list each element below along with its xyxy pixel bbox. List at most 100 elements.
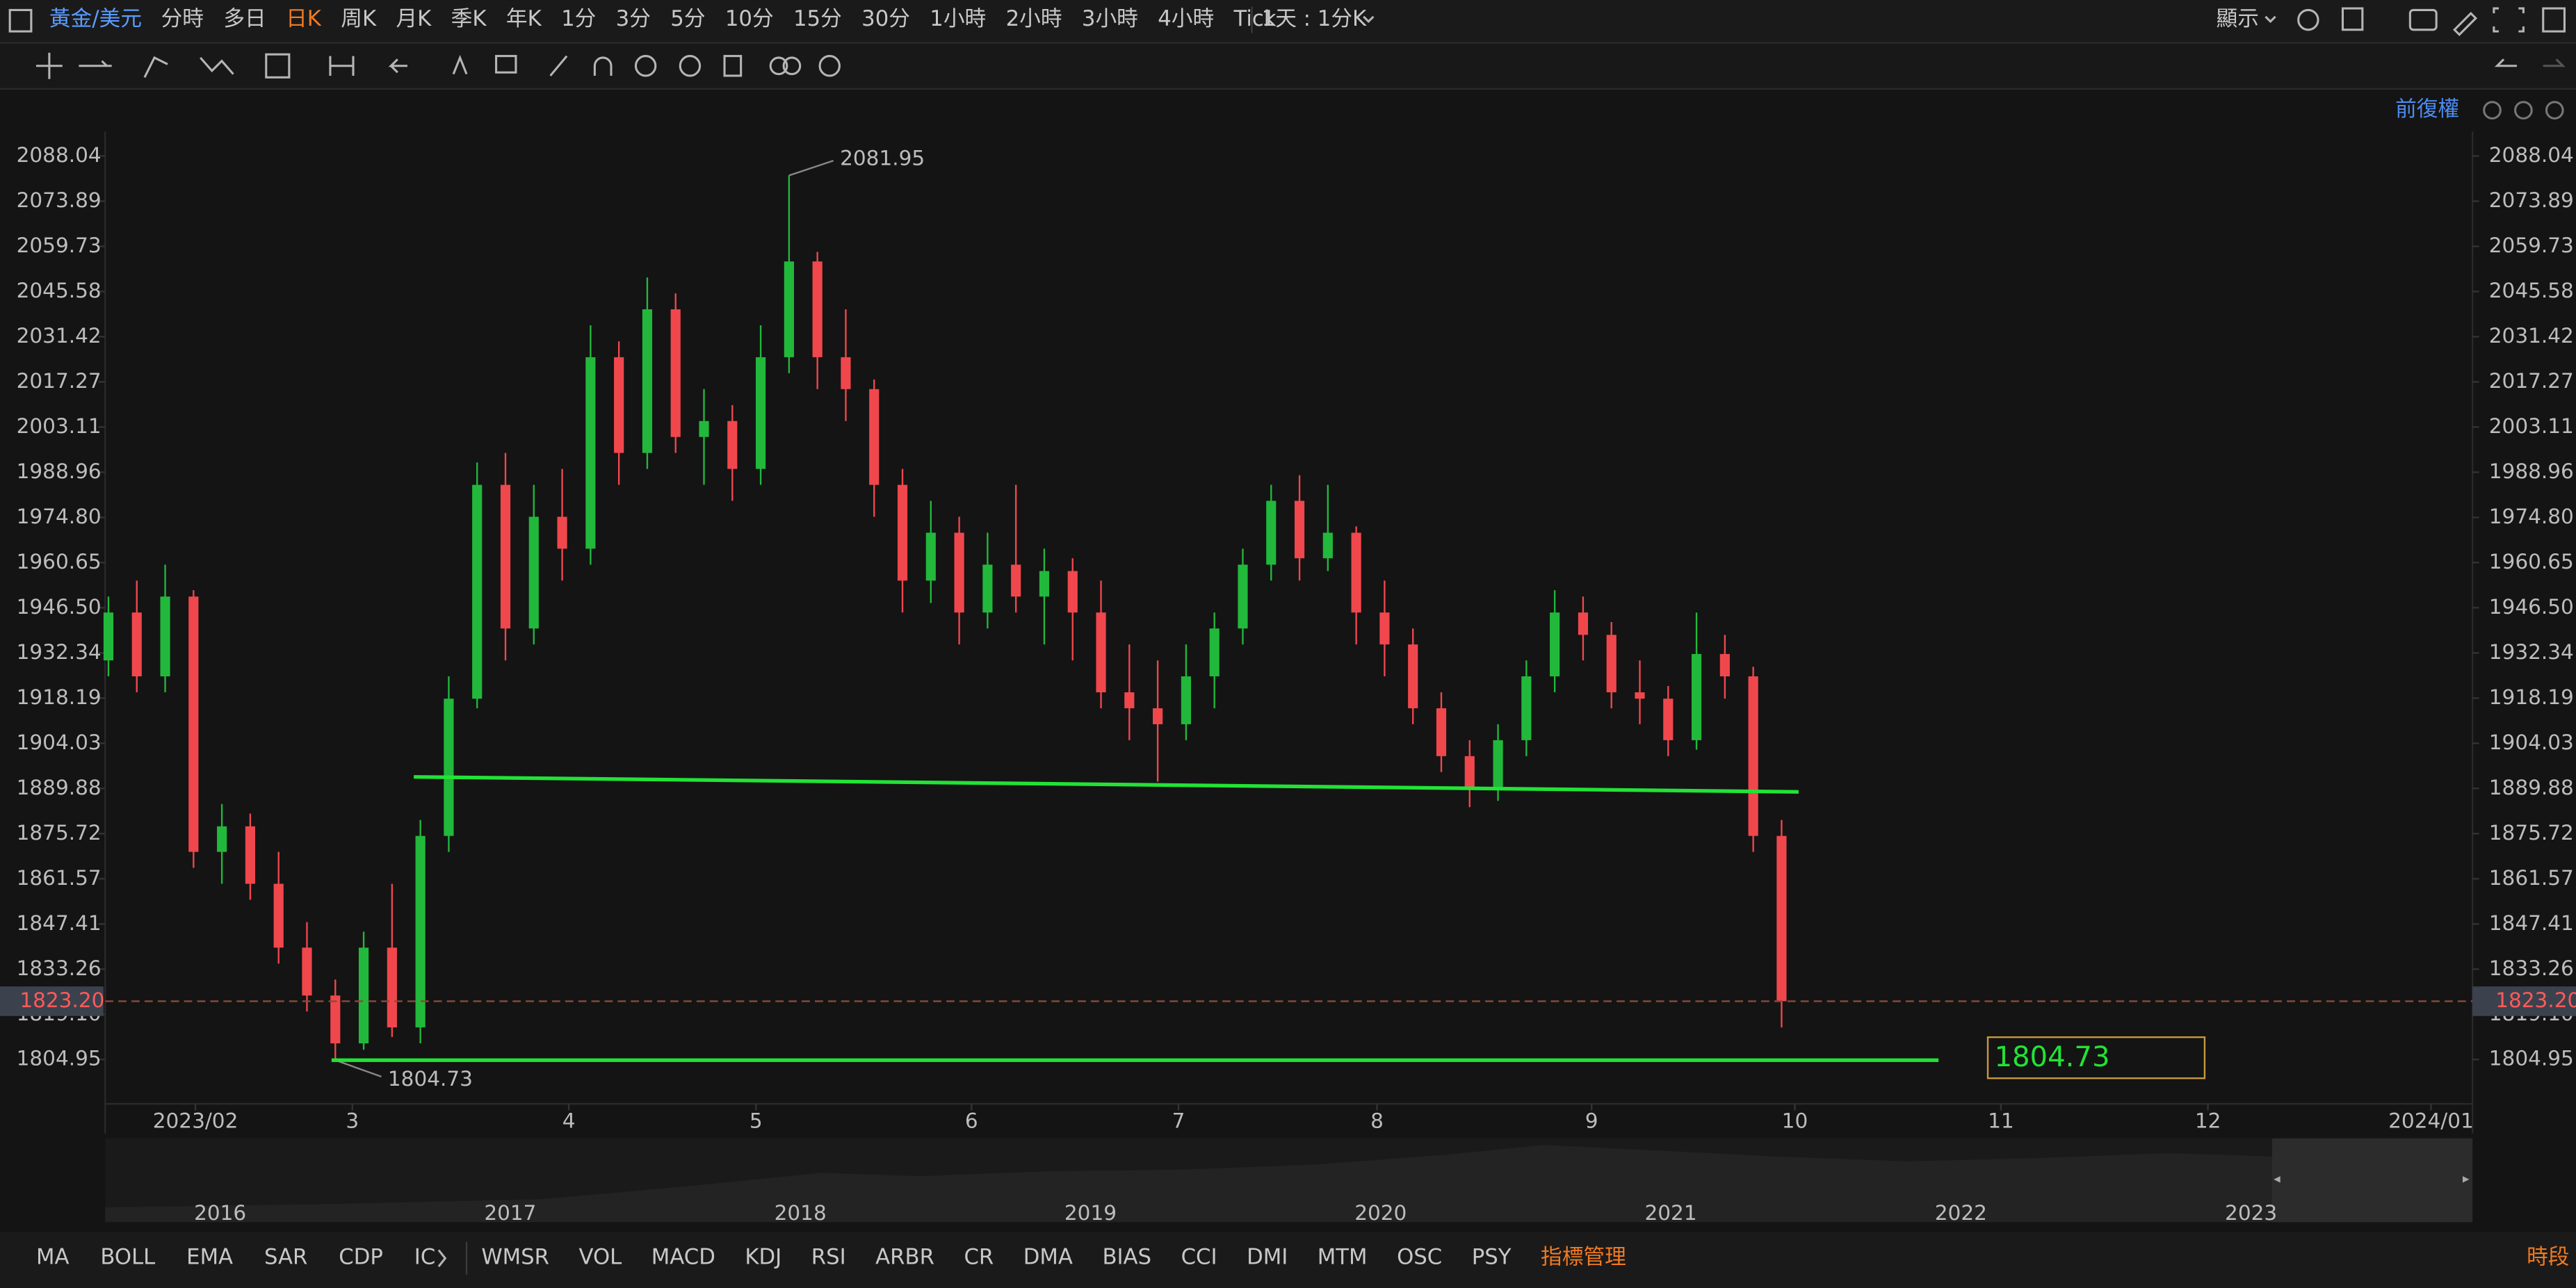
wave-tool[interactable] [200,56,234,75]
magnet-tool[interactable] [593,56,613,76]
lock-tool[interactable] [634,55,657,77]
period-button[interactable]: 周K [341,6,377,31]
indicator-button[interactable]: CR [964,1245,994,1270]
undo[interactable] [2494,58,2517,67]
settings-icon[interactable] [2297,8,2319,31]
fullscreen-icon[interactable] [2493,7,2525,33]
period-button[interactable]: 3小時 [1082,6,1138,31]
candle-body [1153,708,1163,724]
y-tick-label-right: 2003.11 [2489,414,2574,438]
indicator-button[interactable]: PSY [1472,1245,1512,1270]
period-button[interactable]: 3分 [616,6,651,31]
indicator-button[interactable]: BOLL [100,1245,155,1270]
dropdown-icon[interactable] [2265,15,2276,24]
display-button[interactable]: 顯示 [2217,6,2259,31]
symbol[interactable]: 黃金/美元 [49,6,142,31]
indicator-button[interactable]: MACD [651,1245,715,1270]
indicator-button[interactable]: OSC [1397,1245,1442,1270]
period-button[interactable]: 分時 [161,6,204,31]
period-button[interactable]: 10分 [725,6,774,31]
move-tool[interactable] [35,52,63,79]
reset-icon[interactable] [2483,101,2502,120]
indicator-button[interactable]: SAR [264,1245,307,1270]
delete-tool[interactable] [723,55,743,77]
indicator-button[interactable]: DMI [1247,1245,1288,1270]
period-button[interactable]: 15分 [793,6,842,31]
candle-body [444,699,454,836]
period-button[interactable]: 多日 [223,6,266,31]
y-tick-label-right: 1904.03 [2489,731,2574,754]
adjust-mode[interactable]: 前復權 [2395,97,2459,122]
panel-icon[interactable] [2542,7,2566,33]
layout-icon[interactable] [8,8,33,33]
fib-tool[interactable] [265,53,291,79]
candle-body [812,261,823,357]
candle-body [1635,692,1645,699]
candle-body [1096,612,1106,692]
period-button[interactable]: 4小時 [1158,6,1214,31]
indicator-button[interactable]: CCI [1181,1245,1217,1270]
y-tick-label: 1804.95 [17,1047,102,1070]
indicator-button[interactable]: CDP [339,1245,383,1270]
indicator-button[interactable]: IC [414,1245,436,1270]
period-button[interactable]: 日K [286,6,322,31]
dropdown-icon[interactable] [1363,15,1375,24]
last-price-tag [0,986,104,1016]
candle-body [1322,532,1333,559]
zoom-out[interactable] [2514,101,2533,120]
period-button[interactable]: 月K [396,6,432,31]
period-button[interactable]: 年K [506,6,542,31]
indicator-button[interactable]: VOL [579,1245,622,1270]
session-button[interactable]: 時段 [2527,1245,2569,1270]
group-tool[interactable] [769,56,788,76]
period-button[interactable]: 1分 [561,6,596,31]
period-button[interactable]: 2小時 [1006,6,1062,31]
y-tick-label-right: 1875.72 [2489,821,2574,845]
candle-body [755,357,766,469]
hide-tool[interactable] [679,55,702,77]
indicator-button[interactable]: BIAS [1102,1245,1151,1270]
candle-body [1181,676,1191,724]
screenshot-icon[interactable] [2408,8,2438,31]
note-tool[interactable] [495,55,517,74]
period-button[interactable]: 30分 [861,6,910,31]
period-button[interactable]: 季K [451,6,487,31]
zoom-in[interactable] [2545,101,2564,120]
indicator-button[interactable]: MTM [1318,1245,1368,1270]
line-tool[interactable] [79,60,112,67]
indicator-button[interactable]: WMSR [481,1245,549,1270]
candle-body [415,835,426,1028]
period-button[interactable]: 5分 [670,6,705,31]
candle-body [954,532,964,613]
candle-body [869,389,880,485]
measure-tool[interactable] [329,56,355,76]
draw-icon[interactable] [2452,11,2478,37]
text-tool[interactable] [452,54,468,75]
indicator-button[interactable]: RSI [811,1245,846,1270]
more-icon[interactable] [437,1249,447,1267]
indicator-button[interactable]: KDJ [745,1245,781,1270]
indicator-button[interactable]: EMA [186,1245,233,1270]
indicator-button[interactable]: DMA [1023,1245,1073,1270]
indicator-manage[interactable]: 指標管理 [1541,1245,1626,1270]
period-button[interactable]: Tick [1233,6,1277,31]
ruler-tool[interactable] [549,55,568,76]
candle-body [1067,571,1078,613]
candle-body [841,357,851,389]
navigator-window[interactable] [2271,1138,2473,1223]
arrow-tool[interactable] [388,58,407,74]
candle-body [1209,628,1220,677]
theme-icon[interactable] [2341,7,2364,31]
group-tool[interactable] [782,56,802,76]
indicator-button[interactable]: MA [36,1245,69,1270]
x-tick-label: 12 [2195,1109,2221,1133]
shape-tool[interactable] [143,56,168,78]
period-button[interactable]: 1小時 [930,6,986,31]
range-selector[interactable]: 1天 : 1分K [1262,6,1367,31]
tool-settings[interactable] [818,55,841,77]
navigator-year: 2017 [484,1201,536,1225]
indicator-button[interactable]: ARBR [875,1245,934,1270]
x-tick-label: 2023/02 [153,1109,238,1133]
redo[interactable] [2543,58,2566,67]
y-tick-label-right: 2088.04 [2489,143,2574,167]
